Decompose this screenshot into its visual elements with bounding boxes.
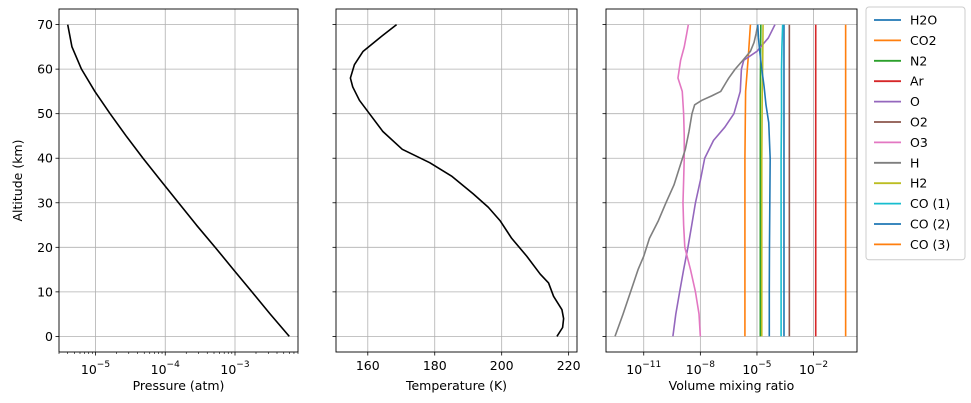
legend-label: CO (2): [910, 217, 950, 232]
y-tick-label: 50: [37, 106, 53, 121]
y-tick-label: 40: [37, 151, 53, 166]
legend-frame: [865, 6, 966, 261]
mixing-ratio-panel: 10−11 10−8 10−5 10−2 Volume mixing ratio: [602, 8, 858, 393]
legend-label: CO (1): [910, 196, 950, 211]
x-tick-label: 10−4: [151, 360, 180, 377]
x-tick-label: 10−2: [799, 360, 828, 377]
legend-label: H2: [910, 176, 927, 191]
x-tick-label: 10−5: [81, 360, 110, 377]
grid: [336, 9, 577, 352]
x-tick-label: 10−3: [220, 360, 249, 377]
axes-frame: [605, 8, 858, 353]
series-line-o3: [677, 24, 702, 337]
x-axis-label: Temperature (K): [405, 378, 507, 393]
y-axis-label: Altitude (km): [10, 140, 25, 222]
y-tick-label: 70: [37, 17, 53, 32]
y-tick-label: 20: [37, 240, 53, 255]
x-tick-label: 160: [356, 358, 380, 373]
grid: [606, 9, 857, 352]
series-line-co2: [744, 24, 752, 337]
temperature-panel: 160 180 200 220 Temperature (K): [332, 8, 581, 393]
legend-label: CO (3): [910, 237, 950, 252]
profile-line: [66, 24, 290, 337]
profile-line: [349, 23, 565, 337]
series-line-h: [614, 24, 759, 337]
series-line-n2: [759, 24, 762, 337]
x-tick-label: 180: [423, 358, 447, 373]
x-axis-label: Pressure (atm): [133, 378, 225, 393]
legend-label: CO2: [910, 33, 937, 48]
y-tick-label: 30: [37, 195, 53, 210]
legend-label: O3: [910, 135, 928, 150]
x-tick-label: 200: [490, 358, 514, 373]
x-tick-label: 10−8: [686, 360, 715, 377]
x-tick-label: 10−11: [626, 360, 661, 377]
x-tick-label: 10−5: [742, 360, 771, 377]
legend-label: O2: [910, 115, 928, 130]
legend-label: H: [910, 155, 919, 170]
series-line-co-2: [756, 24, 771, 337]
x-axis-label: Volume mixing ratio: [669, 378, 795, 393]
y-tick-label: 60: [37, 62, 53, 77]
axes-frame: [58, 8, 299, 353]
legend: H2O CO2 N2 Ar O O2 O3 H H2 CO (1) CO (2) CO (3): [865, 6, 966, 261]
x-tick-label: 220: [557, 358, 581, 373]
series-line-o: [672, 24, 776, 337]
legend-label: N2: [910, 53, 927, 68]
y-tick-label: 10: [37, 284, 53, 299]
series-line-h2: [760, 24, 764, 337]
axes-frame: [335, 8, 578, 353]
legend-label: O: [910, 94, 920, 109]
grid: [59, 9, 298, 352]
series-line-co-1: [780, 24, 784, 337]
legend-label: Ar: [910, 74, 925, 89]
y-tick-label: 0: [45, 329, 53, 344]
legend-label: H2O: [910, 13, 937, 28]
